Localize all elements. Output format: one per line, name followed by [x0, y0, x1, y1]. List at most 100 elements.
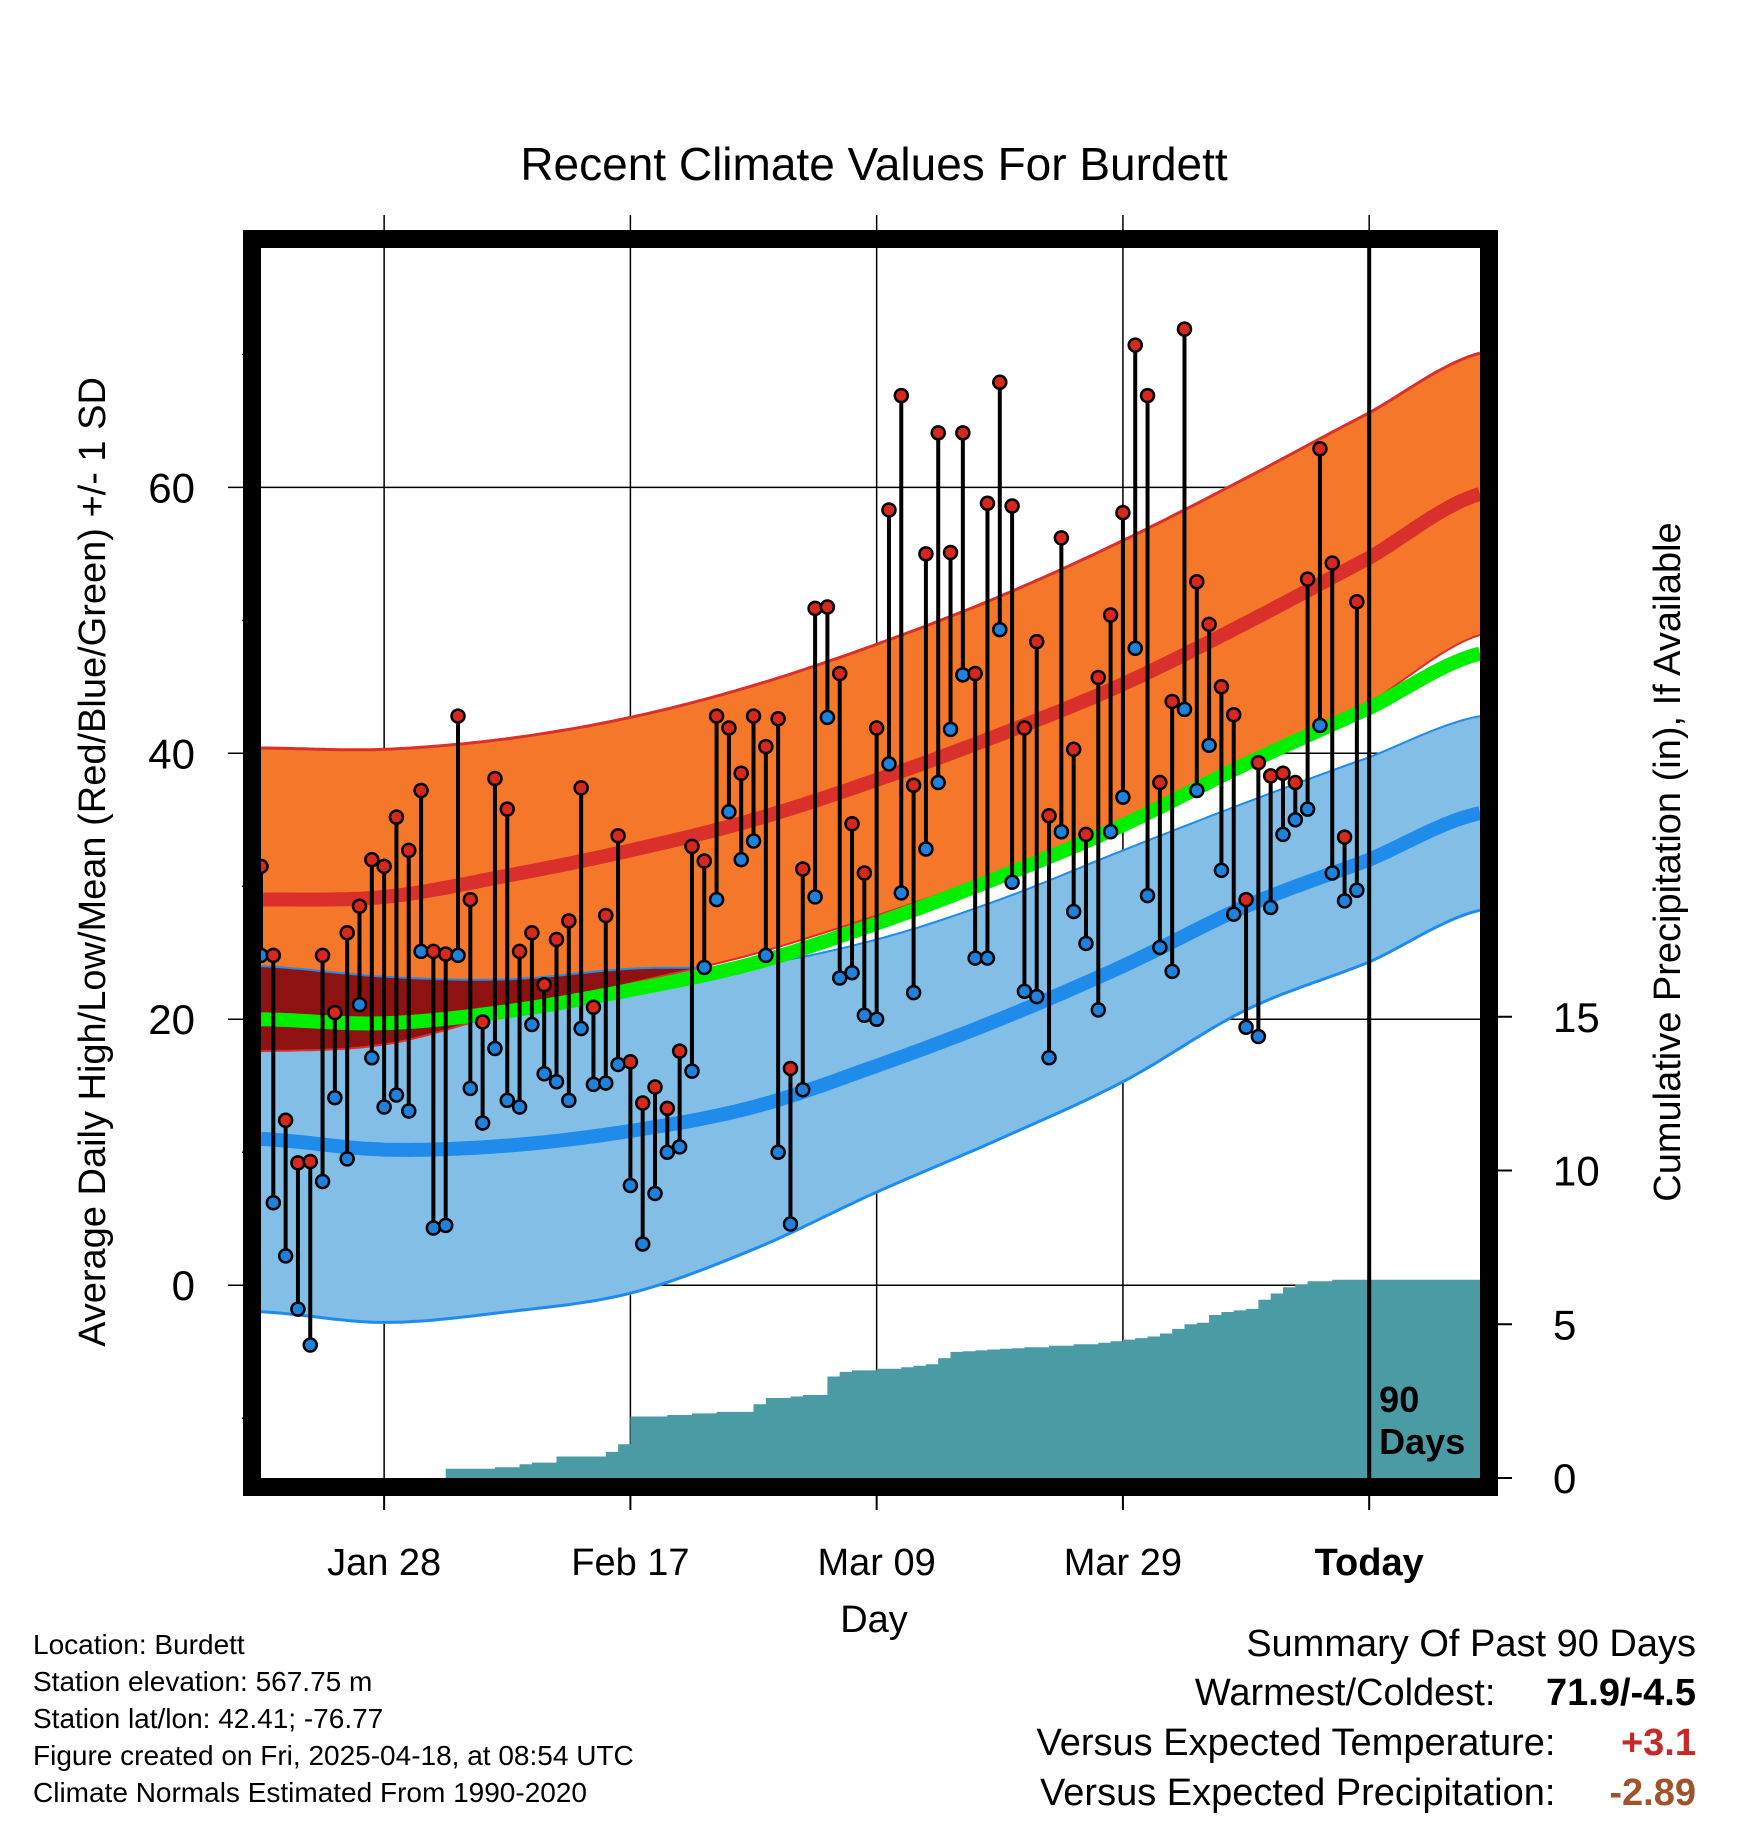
- observed-low-point: [1250, 1028, 1267, 1045]
- x-tick-label: Jan 28: [327, 1542, 441, 1584]
- plot-border: [243, 230, 1498, 1496]
- observed-high-point: [1004, 498, 1020, 514]
- observed-high-point: [376, 858, 392, 875]
- elevation-text: Station elevation: 567.75 m: [33, 1666, 373, 1697]
- observed-low-point: [499, 1092, 516, 1109]
- high-sd-band: [261, 353, 1480, 1052]
- axes: 0 20 40 60 0 5 10 15 Jan 28 Feb 17 Mar 09 Mar 29 Tod…: [148, 353, 1600, 1584]
- observed-high-point: [1189, 574, 1205, 590]
- observed-low-point: [1312, 717, 1328, 734]
- observed-high-point: [1299, 571, 1316, 587]
- low-band-bottom-edge: [261, 908, 1480, 1324]
- observed-low-point: [721, 804, 737, 820]
- observed-low-point: [782, 1216, 799, 1232]
- low-band-top-edge: [261, 715, 1480, 981]
- observed-low-point: [610, 1056, 626, 1073]
- observed-high-point: [598, 907, 614, 924]
- observed-high-point: [536, 976, 552, 993]
- x-tick-label: Mar 29: [1064, 1542, 1182, 1584]
- observed-high-point: [905, 777, 922, 793]
- observed-high-point: [314, 947, 331, 964]
- warmest-value: 71.9/-4.5: [1546, 1672, 1696, 1714]
- y2-axis-label: Cumulative Precipitation (in), If Availa…: [1647, 522, 1689, 1201]
- y-tick-label: 20: [148, 996, 195, 1043]
- observed-low-point: [1275, 826, 1291, 843]
- observed-low-point: [1262, 899, 1279, 916]
- observed-high-point: [1053, 530, 1070, 546]
- observed-low-point: [474, 1115, 491, 1131]
- observed-high-point: [302, 1153, 319, 1170]
- observed-high-point: [450, 708, 466, 724]
- observed-low-point: [696, 959, 713, 976]
- latlon-text: Station lat/lon: 42.41; -76.77: [33, 1703, 384, 1734]
- observed-low-point: [745, 833, 762, 849]
- location-text: Location: Burdett: [33, 1629, 245, 1660]
- observed-low-point: [450, 947, 466, 964]
- observed-high-point: [782, 1060, 799, 1077]
- observed-high-point: [671, 1043, 688, 1059]
- observed-high-point: [1275, 765, 1291, 781]
- observed-high-point: [647, 1079, 663, 1095]
- observed-low-point: [401, 1103, 417, 1119]
- observed-low-point: [893, 885, 910, 901]
- observed-high-point: [992, 374, 1008, 391]
- low-mean-line: [261, 806, 1480, 1157]
- observed-high-point: [1225, 706, 1242, 723]
- observed-low-point: [1299, 801, 1316, 817]
- temperature-value: +3.1: [1620, 1722, 1696, 1764]
- observed-high-point: [277, 1112, 294, 1129]
- x-tick-label: Today: [1315, 1542, 1424, 1584]
- observed-low-point: [647, 1185, 663, 1202]
- x-tick-label: Feb 17: [571, 1542, 689, 1584]
- observed-low-point: [314, 1173, 331, 1190]
- observed-high-point: [733, 765, 749, 781]
- observed-high-point: [844, 816, 860, 832]
- observed-low-point: [376, 1099, 392, 1115]
- observed-low-point: [1213, 862, 1230, 879]
- observed-high-point: [795, 861, 811, 877]
- y-tick-label: 60: [148, 464, 195, 511]
- observed-low-point: [819, 709, 836, 726]
- observed-low-point: [1176, 701, 1193, 718]
- observed-high-point: [388, 809, 405, 825]
- observed-low-point: [881, 756, 897, 772]
- observed-high-point: [1016, 720, 1033, 736]
- observed-high-point: [942, 544, 959, 561]
- observed-low-point: [598, 1075, 614, 1091]
- observed-high-point: [868, 720, 885, 736]
- observed-low-point: [1065, 903, 1082, 920]
- observed-low-point: [1016, 983, 1033, 1000]
- observed-high-point: [684, 838, 700, 855]
- observed-low-point: [1349, 882, 1365, 899]
- observed-high-point: [1152, 774, 1168, 791]
- observed-low-point: [548, 1073, 565, 1090]
- observed-high-point: [758, 738, 774, 755]
- observed-low-point: [290, 1301, 306, 1317]
- observed-low-point: [524, 1016, 540, 1033]
- average-mean-line: [261, 646, 1480, 1031]
- today-label: 90: [1379, 1379, 1419, 1420]
- observed-low-point: [1152, 939, 1168, 956]
- precipitation-label: Versus Expected Precipitation:: [1040, 1772, 1556, 1814]
- observed-low-point: [1225, 906, 1242, 922]
- observed-high-point: [1028, 633, 1045, 650]
- observed-high-point: [499, 801, 516, 817]
- observed-low-point: [684, 1063, 700, 1079]
- observed-low-point: [1041, 1050, 1057, 1066]
- observed-high-point: [622, 1054, 639, 1070]
- observed-high-point: [1139, 387, 1156, 404]
- observed-low-point: [277, 1248, 294, 1264]
- observed-low-point: [573, 1020, 589, 1037]
- observed-high-point: [401, 842, 417, 859]
- observed-high-point: [1127, 337, 1143, 353]
- observed-low-point: [1287, 812, 1304, 828]
- precipitation-row: Versus Expected Precipitation: -2.89: [796, 1768, 1696, 1818]
- observed-high-point: [290, 1155, 306, 1171]
- observed-temperatures: [253, 321, 1365, 1353]
- observed-high-point: [1090, 669, 1107, 686]
- observed-low-point: [327, 1089, 343, 1106]
- observed-high-point: [1312, 441, 1328, 457]
- observed-low-point: [807, 889, 823, 905]
- observed-low-point: [462, 1080, 479, 1097]
- observed-low-point: [536, 1066, 552, 1082]
